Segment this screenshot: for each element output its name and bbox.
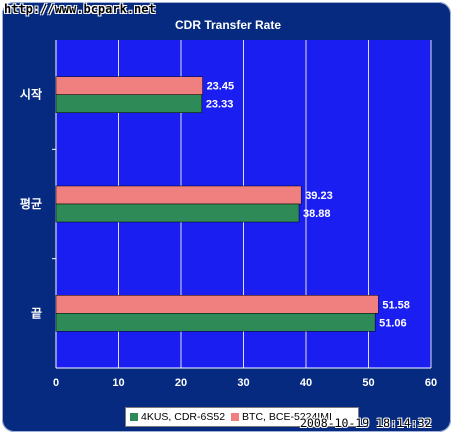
category-label-end: 끝: [31, 306, 42, 320]
bar-average-series-0: [55, 185, 302, 205]
data-label-end-series-0: 51.58: [382, 299, 410, 311]
legend-label-series-b: BTC, BCE-5224IMI: [242, 411, 332, 423]
watermark-url: http://www.bcpark.net: [4, 2, 156, 16]
bar-average-series-1: [55, 203, 300, 223]
data-label-average-series-0: 39.23: [305, 190, 333, 202]
bar-start-series-0: [55, 76, 203, 95]
bar-start-series-1: [55, 94, 203, 113]
x-tick-label-4: 40: [300, 377, 312, 389]
legend-swatch-series-b: [231, 413, 240, 421]
data-label-start-series-1: 23.33: [206, 99, 234, 111]
legend-item-series-b: BTC, BCE-5224IMI: [231, 411, 332, 423]
data-label-end-series-1: 51.06: [379, 317, 407, 329]
x-tick-label-3: 30: [237, 377, 249, 389]
plot-area: 0 10 20 30 40 50 60 시작 23.45 23.33 평균 39.23 38.88 끝 51…: [20, 40, 437, 389]
timestamp: 2008-10-19 18:14:32: [300, 416, 432, 430]
bar-end-series-1: [55, 313, 376, 332]
category-label-average: 평균: [20, 197, 42, 211]
legend-item-series-a: 4KUS, CDR-6S52: [130, 411, 225, 423]
bar-end-series-0: [55, 295, 379, 314]
data-label-average-series-1: 38.88: [303, 208, 331, 220]
x-tick-label-2: 20: [175, 377, 187, 389]
legend-swatch-series-a: [130, 413, 138, 421]
category-label-start: 시작: [20, 87, 42, 102]
chart-frame: CDR Transfer Rate 0 10 20 30 40 50 60 시작 23.45 23…: [2, 2, 451, 432]
legend-label-series-a: 4KUS, CDR-6S52: [141, 411, 226, 423]
bar-chart: CDR Transfer Rate 0 10 20 30 40 50 60 시작 23.45 23…: [20, 18, 437, 389]
x-tick-label-0: 0: [53, 377, 59, 389]
chart-title: CDR Transfer Rate: [175, 18, 281, 32]
x-tick-label-5: 50: [362, 377, 374, 389]
x-tick-label-1: 10: [112, 377, 124, 389]
data-label-start-series-0: 23.45: [207, 81, 235, 93]
x-tick-label-6: 60: [425, 377, 437, 389]
legend: 4KUS, CDR-6S52 BTC, BCE-5224IMI: [125, 407, 359, 427]
